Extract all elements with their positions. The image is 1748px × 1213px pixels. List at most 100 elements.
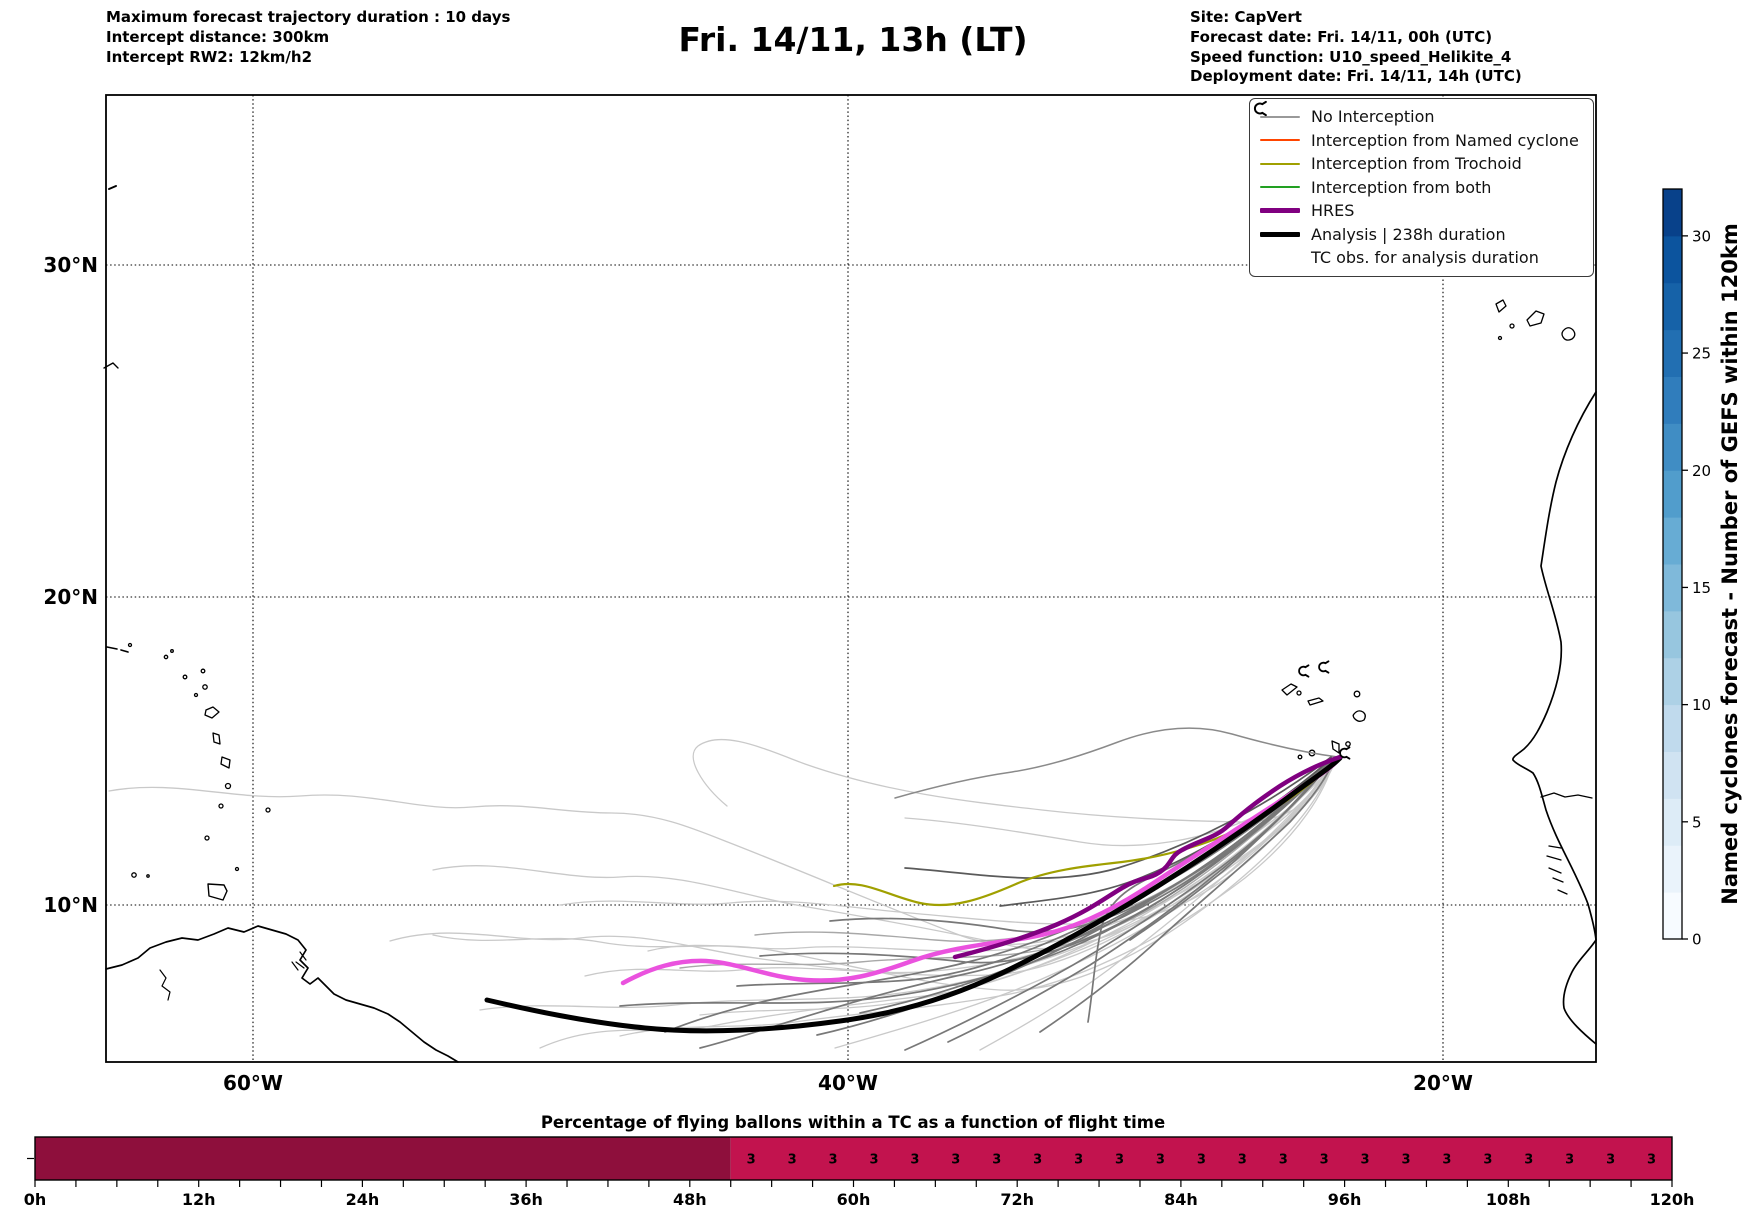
island <box>1509 323 1515 329</box>
intercept-rw2-text: Intercept RW2: 12km/h2 <box>106 47 313 66</box>
bar-chart: 3 3 3 3 3 3 3 3 3 3 3 3 3 3 3 3 3 3 3 3 3 3 3 0h 12h 24h 36h 48h 60h… <box>24 1136 1695 1209</box>
colorbar-band <box>1663 189 1682 237</box>
tc-obs-glyph-arc <box>1298 665 1307 677</box>
bar-x-tick-label: 36h <box>509 1190 543 1209</box>
coastline-santiago <box>1331 740 1340 754</box>
coastline-tenerife <box>1526 310 1545 327</box>
coastline-orinoco-delta <box>291 951 307 971</box>
coastline-nw-islet <box>103 362 119 369</box>
tc-obs-glyph-arc <box>1318 661 1327 673</box>
island <box>1345 741 1351 747</box>
coastline-sao-nicolau <box>1307 697 1324 706</box>
bar-value-label: 3 <box>1524 1153 1533 1168</box>
legend-line-sample <box>1260 208 1300 214</box>
bar-x-tick-label: 72h <box>1000 1190 1034 1209</box>
lat-tick-label: 20°N <box>43 585 98 609</box>
bar-x-tick-label: 60h <box>837 1190 871 1209</box>
bar-value-label: 3 <box>1483 1153 1492 1168</box>
colorbar-band <box>1663 235 1682 284</box>
bar-value-label: 3 <box>1606 1153 1615 1168</box>
trajectory-highlight-magenta <box>620 757 1341 986</box>
colorbar-band <box>1663 329 1682 377</box>
bar-value-label: 3 <box>951 1153 960 1168</box>
coastline-martinique <box>220 756 231 769</box>
legend-item-tc-obs: TC obs. for analysis duration <box>1253 100 1583 270</box>
legend-item: No Interception <box>1260 105 1583 129</box>
colorbar: 0 5 10 15 20 25 30 <box>1662 188 1711 949</box>
bar-value-label: 3 <box>1401 1153 1410 1168</box>
legend-line-sample <box>1260 162 1300 165</box>
coastline-la-palma <box>1495 299 1507 313</box>
bar-value-label: 3 <box>1565 1153 1574 1168</box>
header-right-block: Site: CapVert Forecast date: Fri. 14/11,… <box>1190 8 1522 87</box>
colorbar-band <box>1663 657 1682 706</box>
bar-value-label: 3 <box>1115 1153 1124 1168</box>
coastline-santo-antao <box>1281 683 1298 696</box>
deployment-date-text: Deployment date: Fri. 14/11, 14h (UTC) <box>1190 67 1522 86</box>
coastline-venezuela-river <box>159 969 171 1001</box>
bar-x-tick-label: 0h <box>24 1190 47 1209</box>
colorbar-band <box>1663 704 1682 752</box>
bar-value-label: 3 <box>1647 1153 1656 1168</box>
trajectory-gefs-member <box>679 760 1333 969</box>
coastline-trinidad <box>207 883 228 901</box>
island <box>146 874 150 878</box>
trajectory-gefs-member <box>894 727 1339 799</box>
bar-value-label: 3 <box>788 1153 797 1168</box>
legend-item: Analysis | 238h duration <box>1260 223 1583 247</box>
colorbar-axis-label: Named cyclones forecast - Number of GEFS… <box>1718 223 1742 904</box>
max-duration-text: Maximum forecast trajectory duration : 1… <box>106 8 511 26</box>
legend-line-sample <box>1260 115 1300 118</box>
bar-chart-title: Percentage of flying ballons within a TC… <box>541 1113 1165 1132</box>
legend-item-label: No Interception <box>1311 107 1435 127</box>
tc-obs-markers <box>1298 660 1351 760</box>
bar-value-label: 3 <box>1074 1153 1083 1168</box>
lon-tick-label: 40°W <box>818 1071 878 1095</box>
trajectory-gefs-member <box>584 760 1333 977</box>
colorbar-tick-label: 25 <box>1692 345 1711 363</box>
coastline-guadeloupe <box>204 706 220 719</box>
legend-item-label: TC obs. for analysis duration <box>1311 248 1539 268</box>
speed-function-text: Speed function: U10_speed_Helikite_4 <box>1190 47 1512 66</box>
bar-x-tick-label: 96h <box>1328 1190 1362 1209</box>
bar-x-tick-label: 12h <box>182 1190 216 1209</box>
colorbar-band <box>1663 517 1682 565</box>
coastline-south-america-coast <box>105 925 459 1063</box>
trajectory-gefs-member <box>904 756 1332 879</box>
island <box>127 642 133 648</box>
bar-x-tick-label: 84h <box>1164 1190 1198 1209</box>
bar-x-tick-label: 48h <box>673 1190 707 1209</box>
colorbar-tick-label: 10 <box>1692 696 1711 714</box>
map-trajectories <box>108 727 1343 1051</box>
trajectory-gefs-member <box>619 761 1333 1007</box>
tc-obs-glyph-hooks <box>1324 660 1330 674</box>
bar-value-label: 3 <box>1361 1153 1370 1168</box>
bar-value-label: 3 <box>1156 1153 1165 1168</box>
coastline-africa-coast-south <box>1562 939 1597 1045</box>
colorbar-band <box>1663 892 1682 940</box>
island <box>200 668 206 674</box>
intercept-distance-text: Intercept distance: 300km <box>106 27 330 46</box>
bar-value-label: 3 <box>1033 1153 1042 1168</box>
bar-x-tick-label: 120h <box>1650 1190 1695 1209</box>
coastline-dominica <box>212 732 221 745</box>
tc-obs-marker <box>1298 664 1310 678</box>
island <box>131 872 137 878</box>
island <box>193 692 199 698</box>
island <box>224 782 232 790</box>
colorbar-band <box>1663 423 1682 471</box>
trajectory-hres <box>952 754 1343 960</box>
coastline-bissau-estuaries <box>1546 845 1568 895</box>
island <box>170 649 174 653</box>
island <box>1497 335 1503 341</box>
lon-tick-label: 20°W <box>1413 1071 1473 1095</box>
map-axis-labels: 60°W 40°W 20°W 30°N 20°N 10°N <box>43 253 1473 1095</box>
colorbar-tick-label: 15 <box>1692 579 1711 597</box>
bar-value-label: 3 <box>747 1153 756 1168</box>
legend-line-sample <box>1260 139 1300 142</box>
coastline-virgin-islands <box>106 646 129 653</box>
lon-tick-label: 60°W <box>223 1071 283 1095</box>
colorbar-tick-label: 20 <box>1692 462 1711 480</box>
lat-tick-label: 30°N <box>43 253 98 277</box>
lat-tick-label: 10°N <box>43 893 98 917</box>
